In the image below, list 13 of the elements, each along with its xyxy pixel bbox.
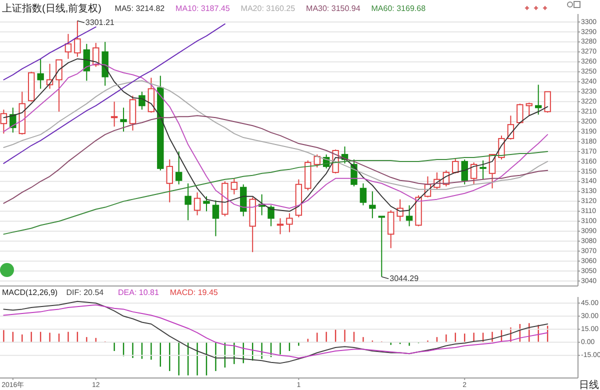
series-label: DEA: 10.81 <box>118 288 160 298</box>
annotation: 3301.21 <box>85 18 115 27</box>
chart-title: 上证指数(日线,前复权) <box>2 2 102 15</box>
text: MA5: 3214.82 <box>114 4 166 14</box>
text: MA60: 3169.68 <box>371 4 426 14</box>
chart-title: MACD(12,26,9) <box>2 288 58 298</box>
text: 日线 <box>579 379 599 390</box>
text: MA10: 3187.45 <box>176 4 230 14</box>
annotation: 3044.29 <box>390 274 420 283</box>
text: MACD: 19.45 <box>170 288 218 298</box>
text: MA20: 3160.25 <box>240 4 296 14</box>
text: MA30: 3150.94 <box>306 4 361 14</box>
series-label: DIF: 20.54 <box>66 288 104 298</box>
